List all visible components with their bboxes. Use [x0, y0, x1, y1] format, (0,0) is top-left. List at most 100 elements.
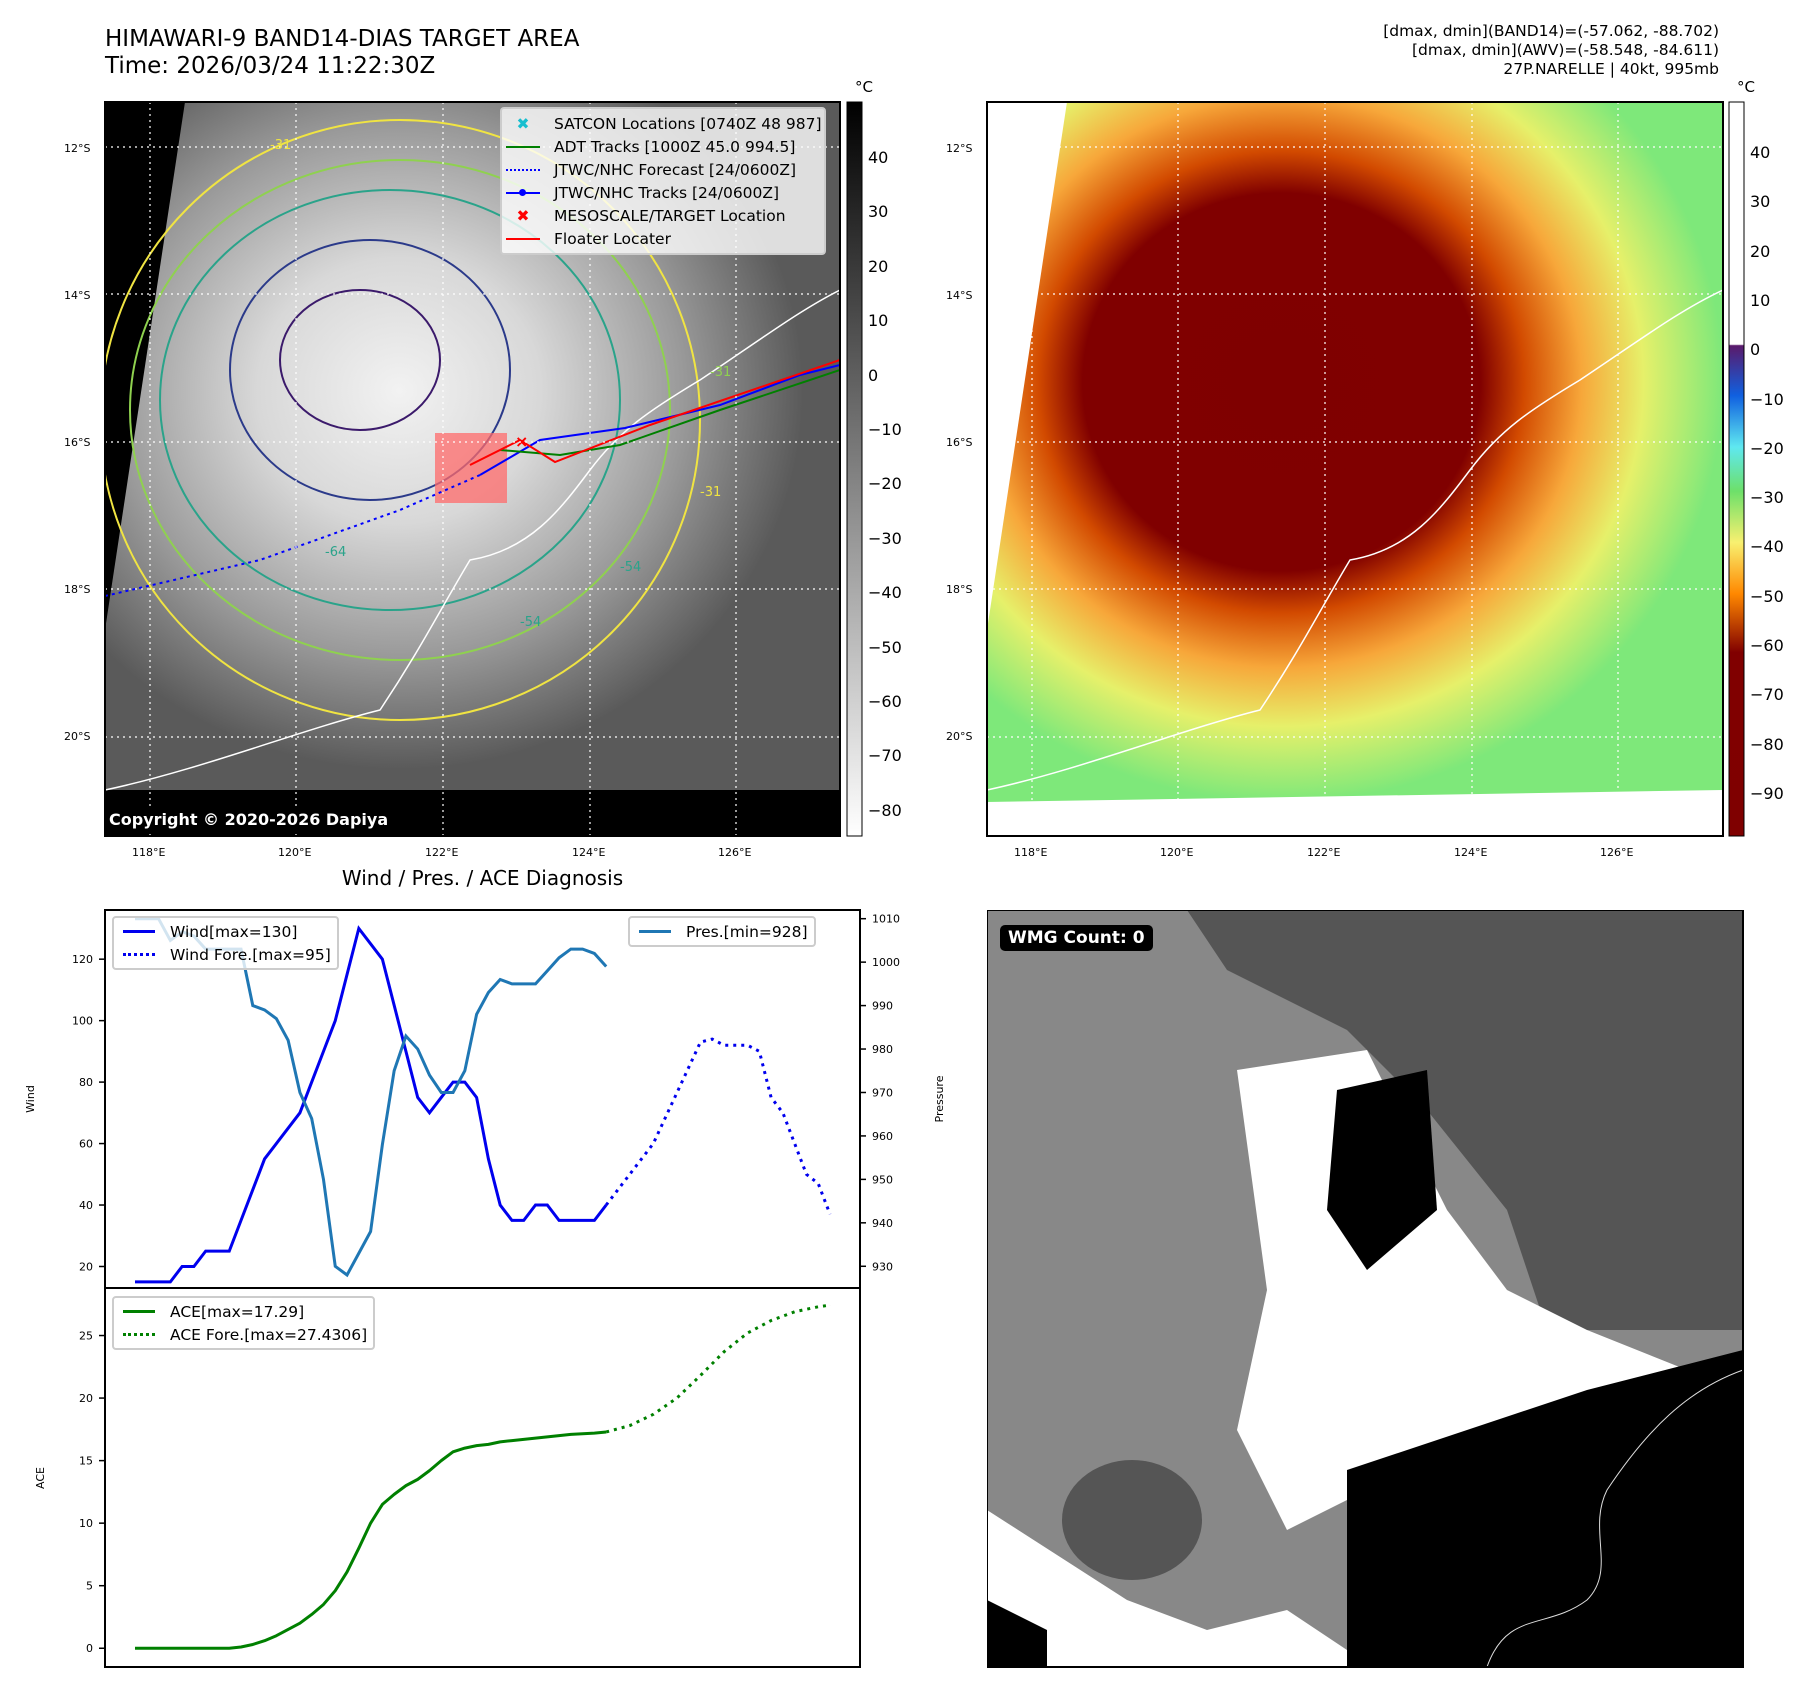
x-marker-icon: ✖ — [516, 114, 530, 133]
colorbar-tick-label: 10 — [868, 311, 889, 331]
y-axis-label-ace: ACE — [34, 1467, 47, 1489]
colorbar-tick-label: −10 — [1750, 389, 1784, 409]
colorbar-tick-label: −50 — [1750, 586, 1784, 606]
legend-item-floater: Floater Locater — [502, 227, 824, 250]
legend-item-mesoscale: ✖ MESOSCALE/TARGET Location — [502, 204, 824, 227]
legend-label: SATCON Locations [0740Z 48 987] — [554, 114, 822, 133]
contour — [279, 289, 441, 431]
series-line-1 — [604, 1037, 832, 1215]
contour — [129, 159, 671, 661]
y-tick-label-right: 930 — [872, 1260, 893, 1273]
colorbar-tick-label: 20 — [1750, 241, 1771, 261]
colorbar-tick-label: 0 — [1750, 340, 1761, 360]
title-line-2: Time: 2026/03/24 11:22:30Z — [105, 53, 436, 79]
ace-legend: ACE[max=17.29] ACE Fore.[max=27.4306] — [112, 1296, 376, 1350]
line-icon — [502, 237, 544, 240]
contour-label: -64 — [325, 545, 347, 560]
lon-label: 120°E — [1160, 846, 1194, 859]
y-tick-label-right: 980 — [872, 1043, 893, 1056]
y-tick-label: 10 — [79, 1517, 93, 1530]
contour-label: -54 — [520, 615, 542, 630]
line-icon — [502, 145, 544, 148]
y-tick-label: 40 — [79, 1199, 93, 1212]
colorbar-tick-label: −80 — [1750, 734, 1784, 754]
y-tick-label-right: 960 — [872, 1130, 893, 1143]
legend-item-adt: ADT Tracks [1000Z 45.0 994.5] — [502, 135, 824, 158]
map-legend: ✖ SATCON Locations [0740Z 48 987] ADT Tra… — [500, 107, 826, 255]
right-map-panel — [986, 101, 1745, 837]
y-tick-label: 15 — [79, 1455, 93, 1468]
x-marker-icon: ✖ — [516, 206, 530, 225]
colorbar-tick-label: 10 — [1750, 290, 1771, 310]
colorbar-tick-label: 40 — [868, 148, 889, 167]
colorbar-right — [1728, 101, 1745, 837]
contour-label: -31 — [710, 365, 732, 380]
lon-label: 118°E — [132, 846, 166, 859]
legend-label: JTWC/NHC Forecast [24/0600Z] — [554, 160, 797, 179]
colorbar-tick-label: 30 — [868, 202, 889, 222]
wmg-region-white — [987, 1510, 1347, 1667]
colorbar-tick-label: −60 — [1750, 636, 1784, 655]
y-tick-label: 120 — [72, 953, 93, 966]
floater-box — [435, 433, 507, 503]
contour — [229, 239, 511, 501]
colorbar-tick-label: −20 — [868, 474, 902, 494]
legend-item-wind: Wind[max=130] — [118, 920, 331, 943]
wmg-region-dark — [1187, 910, 1743, 1330]
y-tick-label-right: 970 — [872, 1086, 893, 1099]
colorbar-tick-label: −10 — [868, 420, 902, 439]
legend-item-jtwc-forecast: JTWC/NHC Forecast [24/0600Z] — [502, 158, 824, 181]
y-tick-label: 0 — [86, 1642, 93, 1655]
line-dot-icon — [502, 189, 544, 196]
colorbar-tick-label: −30 — [1750, 488, 1784, 508]
line-icon — [118, 930, 160, 933]
y-tick-label: 5 — [86, 1580, 93, 1593]
lon-label: 122°E — [425, 846, 459, 859]
legend-label: Pres.[min=928] — [686, 922, 808, 941]
wind-legend: Wind[max=130] Wind Fore.[max=95] — [112, 916, 339, 970]
satellite-image — [987, 102, 1723, 802]
wmg-region-dark — [1062, 1460, 1202, 1580]
lat-label: 16°S — [64, 436, 91, 449]
y-tick-label: 20 — [79, 1392, 93, 1405]
legend-label: Floater Locater — [554, 229, 671, 248]
lon-label: 122°E — [1307, 846, 1341, 859]
colorbar-tick-label: 30 — [1750, 192, 1771, 212]
colorbar-tick-label: −70 — [868, 746, 902, 766]
legend-label: ACE[max=17.29] — [170, 1302, 305, 1321]
y-tick-label-right: 990 — [872, 1000, 893, 1013]
colorbar-tick-label: 20 — [868, 256, 889, 276]
figure-title: HIMAWARI-9 BAND14-DIAS TARGET AREA Time: … — [105, 26, 579, 80]
contour — [159, 189, 621, 611]
legend-item-wind-forecast: Wind Fore.[max=95] — [118, 943, 331, 966]
lat-label: 16°S — [946, 436, 973, 449]
colorbar-tick-label: −90 — [1750, 783, 1784, 803]
y-tick-label: 80 — [79, 1076, 93, 1089]
legend-label: JTWC/NHC Tracks [24/0600Z] — [554, 183, 780, 202]
colorbar-tick-label: −50 — [868, 637, 902, 657]
dotted-line-icon — [502, 168, 544, 171]
legend-item-ace: ACE[max=17.29] — [118, 1300, 367, 1323]
y-tick-label-right: 1010 — [872, 913, 900, 926]
contour-label: -31 — [270, 138, 292, 153]
line-icon — [118, 1310, 160, 1313]
contour — [105, 119, 701, 721]
contour-label: -54 — [620, 560, 642, 575]
colorbar-tick-label: 40 — [1750, 143, 1771, 162]
legend-label: Wind[max=130] — [170, 922, 298, 941]
lat-label: 18°S — [946, 583, 973, 596]
legend-item-pressure: Pres.[min=928] — [634, 920, 808, 943]
coastline — [1486, 1369, 1744, 1668]
colorbar-left — [846, 101, 863, 837]
legend-item-ace-forecast: ACE Fore.[max=27.4306] — [118, 1323, 367, 1346]
diagnosis-title: Wind / Pres. / ACE Diagnosis — [341, 866, 624, 890]
colorbar-tick-label: −70 — [1750, 685, 1784, 705]
jtwc-forecast-track — [105, 474, 481, 597]
pressure-legend: Pres.[min=928] — [628, 916, 816, 947]
contour-label: -31 — [700, 485, 722, 500]
lat-label: 14°S — [946, 289, 973, 302]
lon-label: 124°E — [1454, 846, 1488, 859]
legend-label: ADT Tracks [1000Z 45.0 994.5] — [554, 137, 796, 156]
lat-label: 18°S — [64, 583, 91, 596]
info-storm: 27P.NARELLE | 40kt, 995mb — [1503, 60, 1719, 78]
